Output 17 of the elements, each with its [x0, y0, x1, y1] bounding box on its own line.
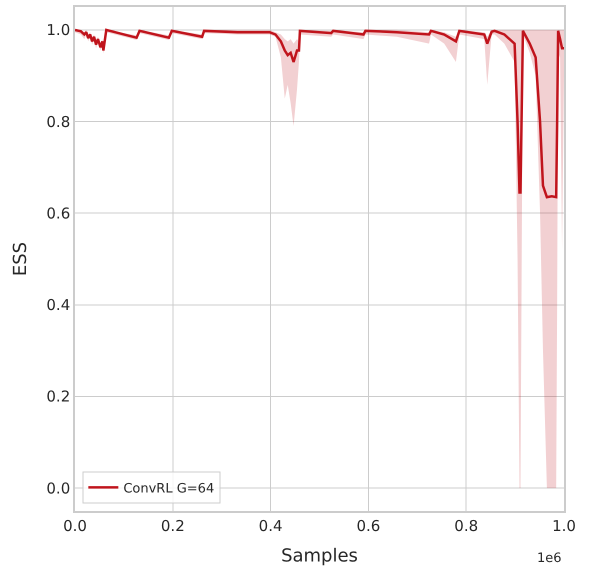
text: 1e6 — [537, 551, 562, 566]
line-series — [75, 28, 564, 198]
y-tick-label: 0.2 — [46, 388, 70, 406]
x-tick-label: 0.8 — [454, 516, 478, 535]
x-tick-label: 0.6 — [356, 516, 380, 535]
x-tick-label: 0.2 — [160, 516, 185, 535]
x-tick-label: 1.0 — [552, 516, 576, 535]
y-tick-label: 1.0 — [46, 21, 70, 40]
x-tick-label: 0.0 — [63, 516, 87, 535]
y-tick-label: 0.0 — [46, 479, 70, 498]
x-tick-label: 0.4 — [258, 516, 283, 535]
y-tick-label: 0.4 — [46, 296, 70, 314]
legend-label: ConvRL G=64 — [123, 481, 214, 496]
x-axis-title: Samples — [281, 545, 358, 566]
y-tick-label: 0.6 — [46, 204, 70, 222]
y-axis-title: ESS — [10, 242, 32, 276]
y-tick-label: 0.8 — [46, 112, 70, 131]
